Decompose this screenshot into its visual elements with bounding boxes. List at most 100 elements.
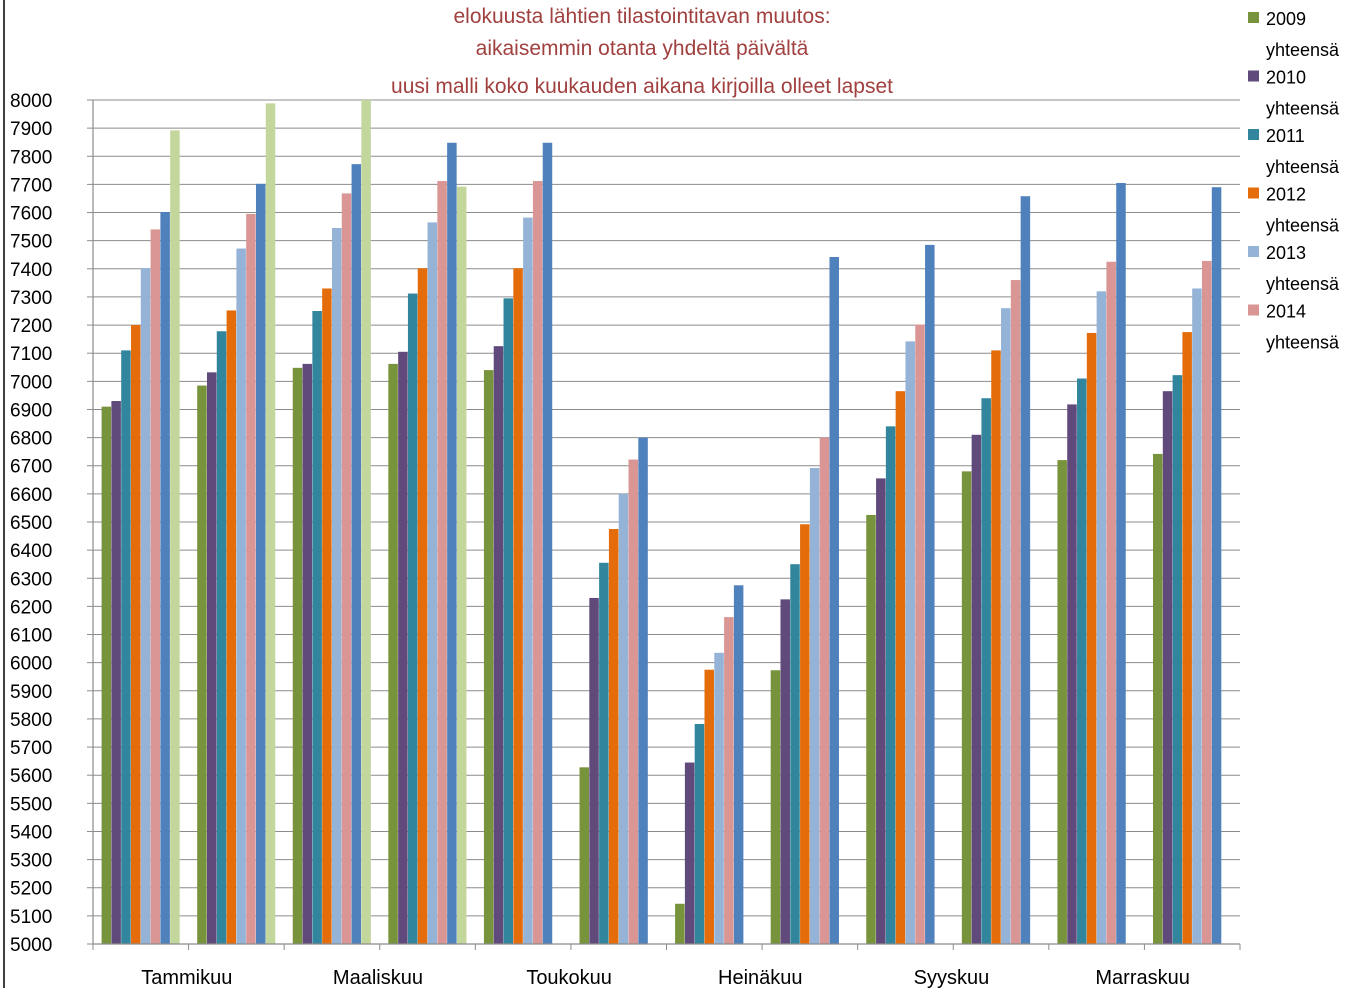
bar xyxy=(925,244,935,945)
bar xyxy=(579,767,590,944)
bar xyxy=(226,310,237,944)
title-line-2: aikaisemmin otanta yhdeltä päivältä xyxy=(476,37,809,60)
legend-label: 2013 xyxy=(1266,243,1306,263)
legend-label: 2009 xyxy=(1266,9,1306,29)
y-tick-label: 6300 xyxy=(10,569,52,590)
legend-label-line2: yhteensä xyxy=(1266,157,1340,177)
legend-label: 2014 xyxy=(1266,302,1306,322)
legend-label-line2: yhteensä xyxy=(1266,99,1340,119)
bar xyxy=(1153,453,1163,944)
title-line-3: uusi malli koko kuukauden aikana kirjoil… xyxy=(391,75,893,98)
bar xyxy=(618,493,629,944)
legend-swatch xyxy=(1248,129,1259,140)
y-tick-label: 6900 xyxy=(10,400,52,421)
bar xyxy=(971,434,982,944)
y-tick-label: 5700 xyxy=(10,738,52,759)
bar xyxy=(704,669,714,944)
y-tick-label: 8000 xyxy=(10,91,52,112)
bar xyxy=(714,652,724,944)
bar xyxy=(724,617,734,944)
bar xyxy=(915,324,925,944)
y-tick-label: 7000 xyxy=(10,372,52,393)
bar xyxy=(694,723,705,944)
legend-label-line2: yhteensä xyxy=(1266,333,1340,353)
y-tick-label: 5900 xyxy=(10,682,52,703)
bar xyxy=(236,248,246,944)
bar xyxy=(684,762,695,944)
y-tick-label: 7500 xyxy=(10,232,52,253)
y-tick-label: 6100 xyxy=(10,626,52,647)
x-tick-label: Syyskuu xyxy=(914,967,990,988)
y-tick-label: 6800 xyxy=(10,429,52,450)
bar xyxy=(733,585,744,944)
bar xyxy=(437,181,447,945)
bar xyxy=(130,325,141,945)
bar xyxy=(1020,196,1031,944)
bar xyxy=(1077,378,1087,944)
bar xyxy=(638,437,648,944)
bar xyxy=(819,437,830,944)
bar xyxy=(150,229,161,944)
bar xyxy=(361,100,371,944)
bar xyxy=(1182,332,1192,945)
chart-title: elokuusta lähtien tilastointitavan muuto… xyxy=(391,5,893,98)
legend: 2009 yhteensä 2010 yhteensä 2011 yhteensä 2012… xyxy=(1248,9,1340,353)
bar xyxy=(1211,187,1222,945)
bar xyxy=(608,529,619,944)
y-tick-label: 7800 xyxy=(10,147,52,168)
bar xyxy=(905,341,915,944)
x-tick-label: Tammikuu xyxy=(141,967,232,988)
legend-label-line2: yhteensä xyxy=(1266,40,1340,60)
bar xyxy=(1202,260,1212,944)
legend-swatch xyxy=(1248,12,1259,23)
y-tick-label: 6400 xyxy=(10,541,52,562)
bars xyxy=(101,100,1222,945)
bar xyxy=(292,367,303,944)
bar xyxy=(1172,375,1183,944)
bar xyxy=(341,193,352,945)
bar xyxy=(829,256,839,944)
bar xyxy=(1010,280,1021,944)
bar xyxy=(542,142,553,944)
bar xyxy=(589,597,599,944)
y-tick-label: 6000 xyxy=(10,654,52,675)
legend-label: 2010 xyxy=(1266,68,1306,88)
bar xyxy=(800,524,810,944)
bar xyxy=(265,103,276,945)
bar xyxy=(427,222,438,944)
y-tick-label: 5800 xyxy=(10,710,52,731)
y-tick-label: 7300 xyxy=(10,288,52,309)
bar xyxy=(322,288,332,944)
y-tick-label: 6200 xyxy=(10,597,52,618)
bar xyxy=(246,213,256,944)
bar xyxy=(809,467,820,944)
y-tick-label: 7200 xyxy=(10,316,52,337)
x-axis-tick-labels: Tammikuu Maaliskuu Toukokuu Heinäkuu Syyskuu… xyxy=(141,967,1190,988)
bar xyxy=(532,181,543,945)
y-tick-label: 5000 xyxy=(10,935,52,956)
bar xyxy=(1067,404,1077,944)
axes xyxy=(87,99,1241,950)
y-tick-label: 5100 xyxy=(10,907,52,928)
y-tick-label: 5300 xyxy=(10,851,52,872)
legend-label-line2: yhteensä xyxy=(1266,216,1340,236)
x-tick-label: Maaliskuu xyxy=(333,967,423,988)
bar xyxy=(895,391,906,944)
bar xyxy=(1106,261,1116,944)
y-axis-tick-labels: 5000 5100 5200 5300 5400 5500 5600 5700 5800 5900… xyxy=(10,91,52,956)
legend-swatch xyxy=(1248,70,1259,82)
bar xyxy=(407,293,418,944)
bar xyxy=(780,599,790,944)
bar xyxy=(1001,308,1011,945)
bar xyxy=(351,164,362,945)
bar xyxy=(1192,288,1202,944)
y-tick-label: 7600 xyxy=(10,204,52,225)
bar xyxy=(1086,332,1097,945)
bar xyxy=(961,471,972,944)
legend-swatch xyxy=(1248,304,1259,316)
x-tick-label: Toukokuu xyxy=(526,967,612,988)
bar xyxy=(255,183,266,944)
bar xyxy=(675,903,685,944)
